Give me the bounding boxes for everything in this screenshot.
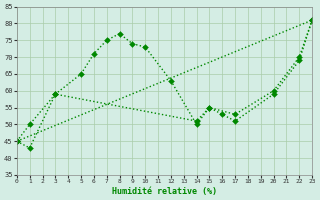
X-axis label: Humidité relative (%): Humidité relative (%) [112,187,217,196]
